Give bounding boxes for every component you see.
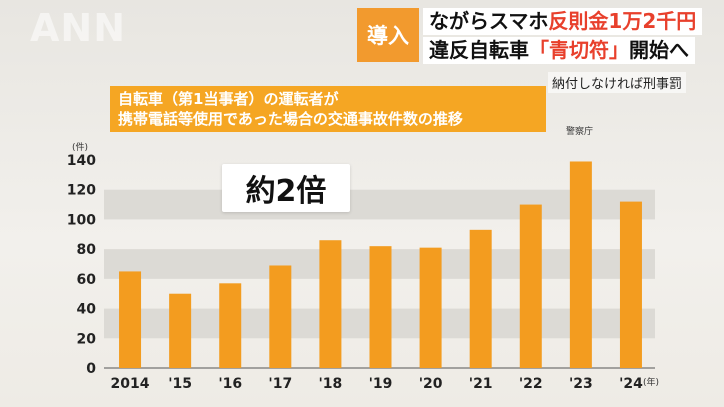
x-tick-label: '19 — [369, 376, 393, 392]
y-tick-label: 0 — [86, 361, 96, 377]
bar-20 — [419, 247, 442, 368]
callout-label: 約2倍 — [222, 164, 350, 212]
bar-23 — [569, 161, 592, 368]
x-axis-unit: (年) — [643, 376, 659, 388]
headline-banner: 導入 ながらスマホ反則金1万2千円 違反自転車「青切符」開始へ — [357, 6, 721, 66]
x-tick-label: '21 — [469, 376, 493, 392]
bar-18 — [319, 240, 342, 368]
bar-19 — [369, 246, 392, 368]
x-tick-label: '24 — [619, 376, 643, 392]
chart-title: 自転車（第1当事者）の運転者が 携帯電話等使用であった場合の交通事故件数の推移 — [110, 86, 546, 132]
headline-line-2-accent: 「青切符」 — [529, 38, 629, 62]
chart-source: 警察庁 — [566, 127, 594, 137]
bar-24 — [619, 201, 642, 368]
x-tick-label: '18 — [319, 376, 343, 392]
grid-band — [104, 189, 655, 220]
y-tick-label: 40 — [77, 302, 97, 318]
x-tick-label: '20 — [419, 376, 443, 392]
headline-line-2-prefix: 違反自転車 — [429, 38, 529, 62]
headline-line-1-prefix: ながらスマホ — [429, 9, 549, 33]
y-tick-label: 120 — [67, 183, 96, 199]
headline-tag: 導入 — [357, 8, 419, 62]
y-tick-label: 60 — [77, 272, 97, 288]
y-tick-label: 80 — [77, 242, 97, 258]
chart-title-line-1: 自転車（第1当事者）の運転者が — [118, 90, 339, 108]
x-tick-label: 2014 — [111, 376, 150, 392]
bar-15 — [169, 293, 192, 368]
y-tick-label: 140 — [67, 153, 96, 169]
headline-line-1: ながらスマホ反則金1万2千円 — [423, 8, 703, 35]
headline-line-2: 違反自転車「青切符」開始へ — [423, 37, 695, 64]
y-tick-label: 100 — [67, 212, 96, 228]
x-tick-label: '22 — [519, 376, 543, 392]
headline-line-2-suffix: 開始へ — [629, 38, 689, 62]
x-tick-label: '15 — [168, 376, 192, 392]
bar-17 — [269, 265, 292, 368]
bar-16 — [219, 283, 242, 368]
headline-line-1-accent: 反則金1万2千円 — [548, 9, 697, 33]
x-tick-label: '23 — [569, 376, 593, 392]
y-axis-unit: (件) — [72, 141, 88, 153]
x-tick-label: '17 — [268, 376, 292, 392]
y-tick-label: 20 — [77, 331, 97, 347]
bar-21 — [469, 229, 492, 368]
bar-2014 — [119, 271, 142, 368]
bar-22 — [519, 204, 542, 368]
headline-note: 納付しなければ刑事罰 — [548, 72, 687, 93]
chart-title-line-2: 携帯電話等使用であった場合の交通事故件数の推移 — [118, 110, 463, 128]
broadcaster-logo: ANN — [30, 6, 127, 50]
x-tick-label: '16 — [218, 376, 242, 392]
